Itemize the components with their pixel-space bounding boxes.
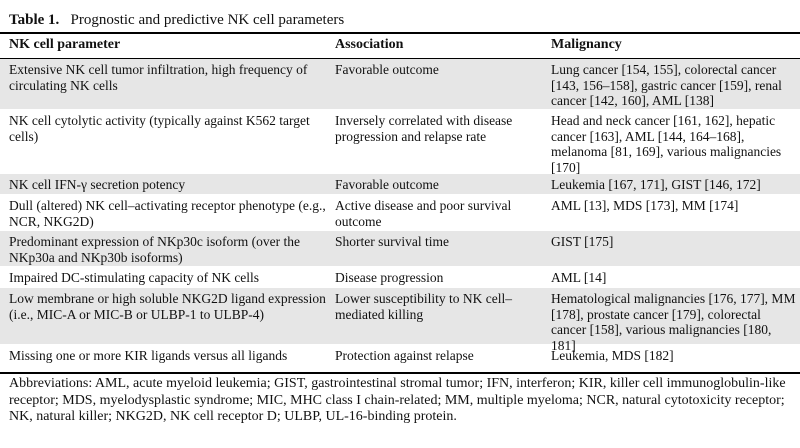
cell-parameter: NK cell cytolytic activity (typically ag… [9,113,310,144]
table-row: Low membrane or high soluble NKG2D ligan… [0,288,800,353]
header-rule [0,58,800,59]
cell-malignancy: Head and neck cancer [161, 162], hepatic… [551,113,782,175]
table-footnote: Abbreviations: AML, acute myeloid leukem… [9,376,786,424]
cell-parameter: Low membrane or high soluble NKG2D ligan… [9,291,326,322]
table-row: Predominant expression of NKp30c isoform… [0,231,800,267]
header-parameter: NK cell parameter [9,37,121,52]
table-row: Missing one or more KIR ligands versus a… [0,345,800,372]
top-rule [0,32,800,34]
table-caption: Table 1. Prognostic and predictive NK ce… [9,11,344,29]
cell-association: Disease progression [335,270,444,285]
cell-malignancy: AML [13], MDS [173], MM [174] [551,198,739,213]
cell-association: Inversely correlated with disease progre… [335,113,513,144]
table-row: NK cell cytolytic activity (typically ag… [0,110,800,175]
cell-parameter: Predominant expression of NKp30c isoform… [9,234,300,265]
cell-parameter: Extensive NK cell tumor infiltration, hi… [9,62,308,93]
table-row: NK cell IFN-γ secretion potency Favorabl… [0,174,800,195]
cell-parameter: Impaired DC-stimulating capacity of NK c… [9,270,260,285]
table-number: Table 1. [9,12,60,28]
cell-association: Active disease and poor survival outcome [335,198,512,229]
cell-association: Shorter survival time [335,234,449,249]
cell-parameter: Dull (altered) NK cell–activating recept… [9,198,326,229]
cell-malignancy: Leukemia [167, 171], GIST [146, 172] [551,177,761,192]
cell-association: Protection against relapse [335,348,474,363]
cell-malignancy: GIST [175] [551,234,614,249]
table-row: Dull (altered) NK cell–activating recept… [0,195,800,231]
header-association: Association [335,37,404,52]
cell-malignancy: Lung cancer [154, 155], colorectal cance… [551,62,782,108]
cell-parameter: NK cell IFN-γ secretion potency [9,177,186,192]
header-malignancy: Malignancy [551,37,622,52]
cell-parameter: Missing one or more KIR ligands versus a… [9,348,288,363]
cell-malignancy: AML [14] [551,270,607,285]
cell-association: Favorable outcome [335,177,439,192]
cell-malignancy: Hematological malignancies [176, 177], M… [551,291,796,353]
cell-malignancy: Leukemia, MDS [182] [551,348,674,363]
cell-association: Favorable outcome [335,62,439,77]
table-title: Prognostic and predictive NK cell parame… [70,12,345,28]
table-row: Extensive NK cell tumor infiltration, hi… [0,59,800,110]
table-row: Impaired DC-stimulating capacity of NK c… [0,267,800,288]
cell-association: Lower susceptibility to NK cell–mediated… [335,291,512,322]
bottom-rule [0,372,800,374]
